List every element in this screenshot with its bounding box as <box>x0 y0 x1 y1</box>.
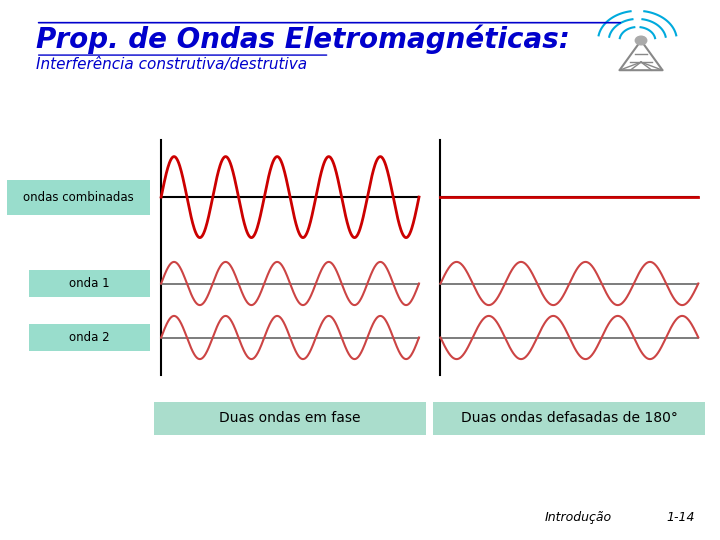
Text: 1-14: 1-14 <box>666 511 695 524</box>
Text: Duas ondas defasadas de 180°: Duas ondas defasadas de 180° <box>461 411 678 426</box>
Text: Duas ondas em fase: Duas ondas em fase <box>220 411 361 426</box>
FancyBboxPatch shape <box>29 324 150 351</box>
Text: onda 2: onda 2 <box>69 331 110 344</box>
Text: onda 1: onda 1 <box>69 277 110 290</box>
Text: Introdução: Introdução <box>544 511 611 524</box>
FancyBboxPatch shape <box>7 179 150 214</box>
Text: Interferência construtiva/destrutiva: Interferência construtiva/destrutiva <box>36 57 307 72</box>
FancyBboxPatch shape <box>433 402 706 435</box>
Text: Prop. de Ondas Eletromagnéticas:: Prop. de Ondas Eletromagnéticas: <box>36 24 570 54</box>
Circle shape <box>635 36 647 45</box>
FancyBboxPatch shape <box>154 402 426 435</box>
FancyBboxPatch shape <box>29 270 150 297</box>
Text: ondas combinadas: ondas combinadas <box>24 191 134 204</box>
